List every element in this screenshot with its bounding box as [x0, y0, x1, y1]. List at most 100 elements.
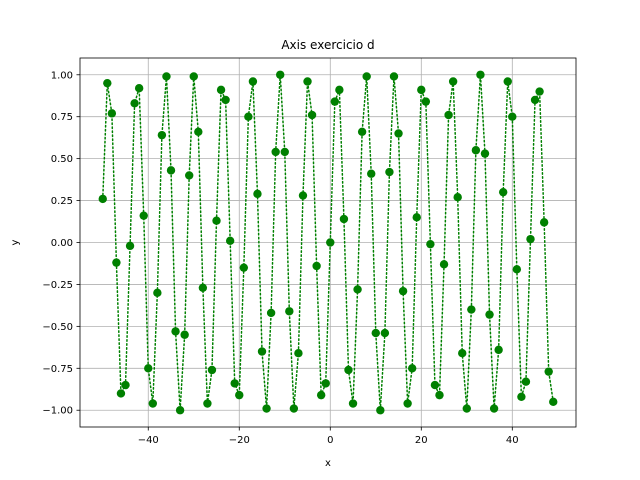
series-line-path — [102, 74, 554, 411]
data-point — [280, 147, 289, 157]
data-point — [207, 365, 217, 375]
data-point — [335, 85, 344, 95]
data-point — [530, 95, 540, 105]
data-point — [394, 129, 403, 138]
data-point — [549, 397, 558, 407]
data-point — [458, 349, 467, 358]
data-point — [125, 241, 135, 251]
data-point — [262, 404, 271, 413]
data-point — [203, 399, 212, 408]
data-point — [225, 236, 235, 246]
data-point — [276, 70, 285, 79]
data-point — [380, 328, 390, 338]
data-point — [235, 390, 244, 400]
data-point — [339, 214, 349, 224]
y-tick-label: 0.00 — [51, 238, 73, 249]
data-point — [198, 283, 208, 292]
data-point — [294, 349, 303, 358]
data-point — [316, 390, 326, 400]
data-point — [417, 85, 426, 95]
series-line — [102, 74, 554, 411]
data-point — [448, 77, 458, 86]
data-point — [398, 286, 408, 296]
data-point — [367, 169, 376, 178]
data-point — [134, 83, 144, 93]
x-tick-label: 0 — [327, 435, 333, 446]
data-point — [517, 392, 526, 402]
data-point — [221, 95, 230, 105]
x-tick-label: −40 — [138, 435, 159, 446]
data-point — [467, 305, 476, 314]
data-point — [435, 390, 444, 400]
data-point — [189, 72, 198, 81]
data-point — [253, 189, 262, 199]
data-point — [512, 265, 522, 274]
x-tick-label: 20 — [415, 435, 428, 446]
data-point — [385, 167, 394, 177]
data-point — [166, 166, 176, 175]
data-point — [230, 379, 239, 388]
data-point — [489, 404, 499, 413]
data-point — [285, 307, 294, 316]
data-point — [289, 404, 299, 413]
data-point — [180, 330, 189, 339]
data-point — [248, 77, 258, 86]
data-point — [462, 404, 471, 413]
data-point — [544, 367, 553, 376]
data-point — [116, 389, 126, 398]
data-point — [121, 380, 130, 390]
data-point — [266, 308, 276, 318]
data-point — [471, 146, 481, 155]
data-point — [144, 364, 153, 373]
data-point — [453, 193, 462, 202]
data-point — [389, 72, 399, 81]
data-point — [103, 78, 112, 88]
series-markers — [98, 70, 558, 415]
data-point — [357, 127, 367, 136]
data-point — [476, 70, 485, 79]
y-tick-label: −0.50 — [42, 322, 73, 333]
data-point — [216, 85, 226, 95]
data-point — [348, 399, 358, 408]
data-point — [171, 327, 180, 336]
data-point — [271, 147, 280, 157]
data-point — [526, 234, 535, 244]
y-tick-label: −0.25 — [42, 280, 73, 291]
data-point — [148, 399, 158, 408]
y-tick-label: 0.50 — [51, 154, 73, 165]
data-point — [194, 127, 203, 136]
y-tick-label: −0.75 — [42, 364, 73, 375]
data-point — [185, 171, 194, 180]
data-point — [430, 380, 440, 390]
data-point — [539, 218, 549, 227]
data-point — [162, 72, 171, 81]
data-point — [298, 191, 308, 200]
data-point — [403, 399, 412, 408]
y-axis-label: y — [10, 239, 21, 245]
x-axis-label: x — [325, 458, 331, 469]
data-point — [371, 328, 380, 338]
data-point — [376, 406, 385, 415]
data-point — [98, 194, 107, 204]
data-point — [307, 110, 317, 120]
data-point — [439, 260, 449, 269]
data-point — [330, 97, 340, 106]
data-point — [503, 77, 512, 86]
chart-title: Axis exercicio d — [281, 38, 374, 52]
data-point — [508, 112, 517, 121]
data-point — [480, 149, 490, 158]
data-point — [498, 187, 508, 197]
data-point — [362, 72, 371, 81]
data-point — [244, 112, 253, 121]
data-point — [494, 345, 503, 355]
data-point — [485, 310, 494, 319]
y-tick-label: 1.00 — [51, 70, 73, 81]
data-point — [175, 406, 185, 415]
data-point — [139, 211, 148, 220]
data-point — [157, 130, 167, 140]
data-point — [130, 99, 139, 108]
data-point — [421, 97, 431, 106]
data-point — [407, 364, 417, 373]
